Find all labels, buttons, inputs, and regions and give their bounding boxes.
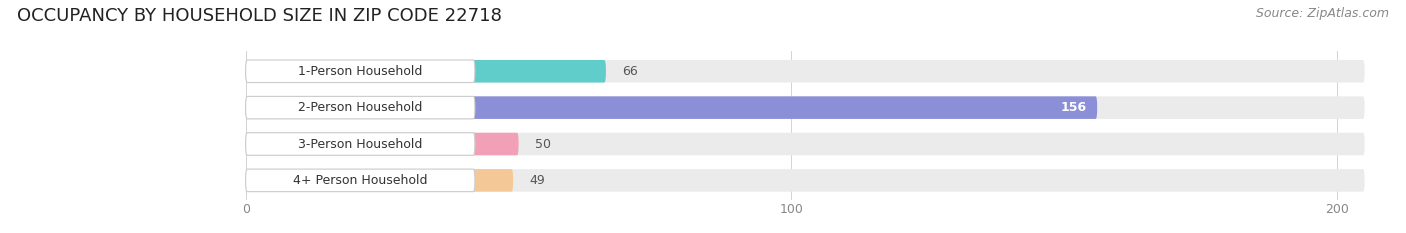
Text: 66: 66	[623, 65, 638, 78]
FancyBboxPatch shape	[246, 60, 606, 82]
Text: OCCUPANCY BY HOUSEHOLD SIZE IN ZIP CODE 22718: OCCUPANCY BY HOUSEHOLD SIZE IN ZIP CODE …	[17, 7, 502, 25]
Text: Source: ZipAtlas.com: Source: ZipAtlas.com	[1256, 7, 1389, 20]
FancyBboxPatch shape	[246, 133, 519, 155]
FancyBboxPatch shape	[246, 169, 513, 192]
FancyBboxPatch shape	[246, 60, 1365, 82]
Text: 1-Person Household: 1-Person Household	[298, 65, 422, 78]
Text: 3-Person Household: 3-Person Household	[298, 137, 422, 151]
FancyBboxPatch shape	[246, 96, 1365, 119]
FancyBboxPatch shape	[246, 96, 475, 119]
FancyBboxPatch shape	[246, 96, 1097, 119]
Text: 49: 49	[530, 174, 546, 187]
FancyBboxPatch shape	[246, 133, 475, 155]
Text: 156: 156	[1060, 101, 1087, 114]
Text: 2-Person Household: 2-Person Household	[298, 101, 422, 114]
FancyBboxPatch shape	[246, 133, 1365, 155]
FancyBboxPatch shape	[246, 169, 475, 192]
Text: 50: 50	[534, 137, 551, 151]
FancyBboxPatch shape	[246, 169, 1365, 192]
FancyBboxPatch shape	[246, 60, 475, 82]
Text: 4+ Person Household: 4+ Person Household	[292, 174, 427, 187]
